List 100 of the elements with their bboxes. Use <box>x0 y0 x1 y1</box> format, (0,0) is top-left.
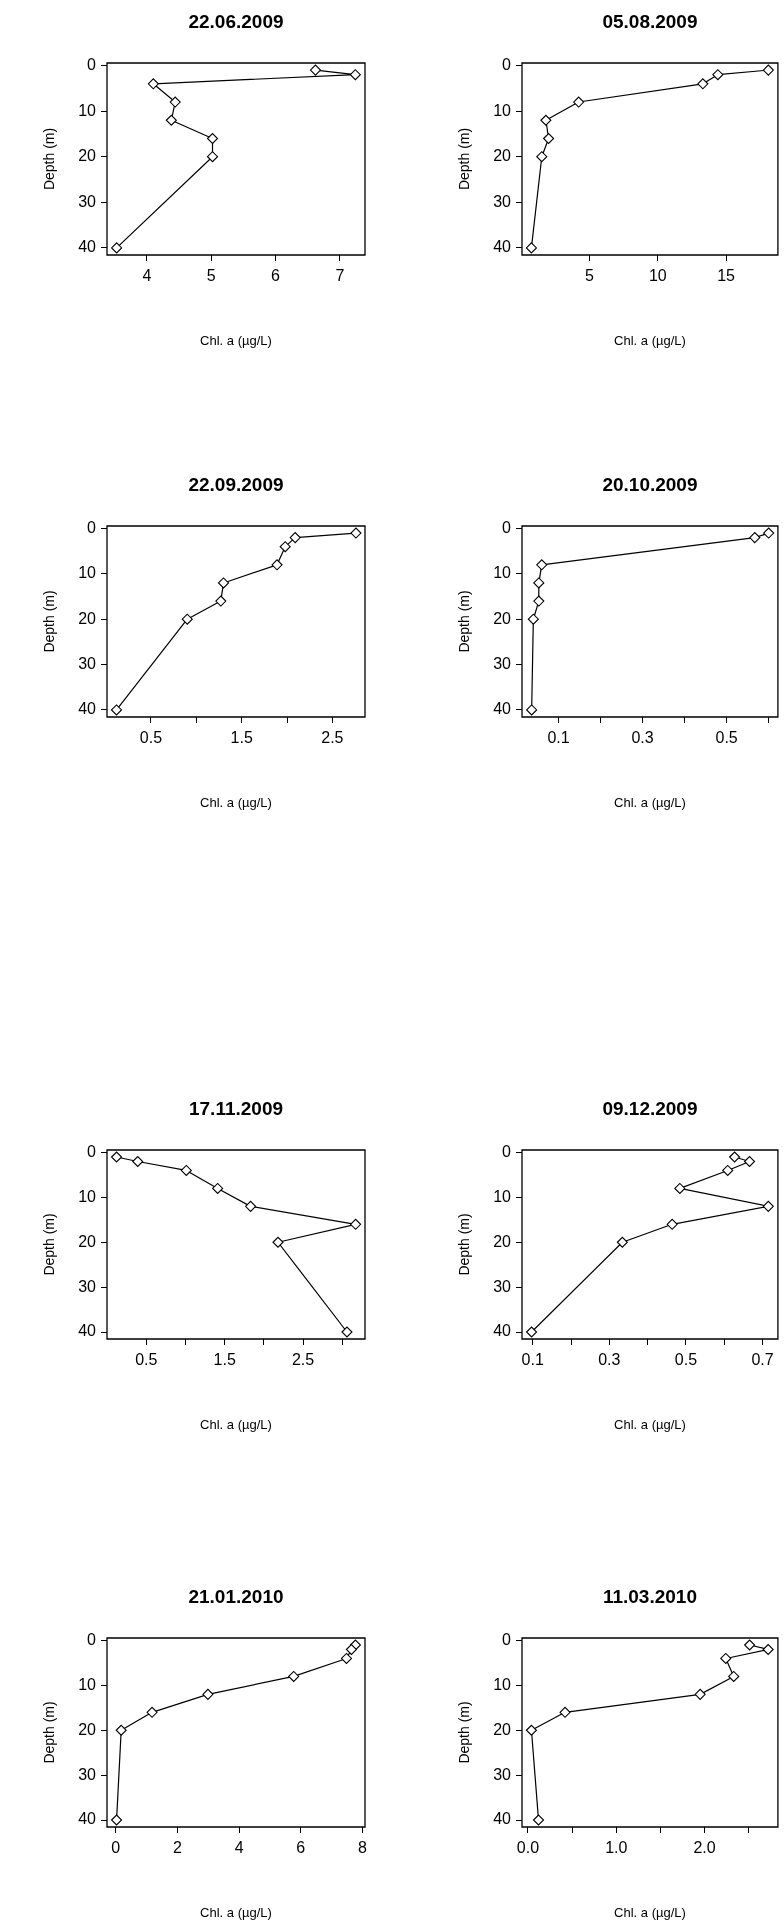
y-tick-label: 10 <box>78 1675 97 1693</box>
point <box>206 151 219 163</box>
point <box>350 1218 362 1230</box>
chart-title: 17.11.2009 <box>188 1098 284 1120</box>
x-tick-label: 10 <box>648 267 667 285</box>
x-tick-label: 2.5 <box>291 1351 315 1369</box>
y-tick-label: 30 <box>78 654 97 672</box>
y-tick-label: 0 <box>87 55 97 73</box>
point <box>543 132 555 145</box>
point <box>762 1200 774 1212</box>
point <box>559 1706 571 1718</box>
y-tick-label: 40 <box>78 1810 97 1828</box>
point <box>533 577 545 589</box>
y-axis-title: Depth (m) <box>456 1213 473 1276</box>
y-tick-label: 40 <box>78 238 97 256</box>
point <box>132 1155 144 1168</box>
point <box>536 559 548 571</box>
point <box>744 1639 756 1651</box>
y-tick-label: 20 <box>78 1232 97 1250</box>
point <box>694 1688 706 1700</box>
y-tick-label: 30 <box>78 192 97 210</box>
point <box>349 69 361 81</box>
x-tick-label: 4 <box>234 1839 244 1857</box>
x-tick-label: 0.1 <box>521 1351 544 1369</box>
y-tick-label: 10 <box>493 101 512 119</box>
x-tick-label: 0.5 <box>139 729 163 747</box>
point <box>762 64 774 76</box>
y-tick-label: 40 <box>493 1322 512 1340</box>
point <box>525 1724 537 1736</box>
x-tick-label: 8 <box>358 1839 368 1857</box>
point <box>215 595 227 607</box>
point <box>526 704 538 716</box>
y-tick-label: 30 <box>493 654 512 672</box>
point <box>271 559 283 571</box>
point <box>341 1326 353 1338</box>
y-tick-label: 30 <box>493 192 512 210</box>
x-tick-label: 0.5 <box>715 729 738 747</box>
point <box>527 613 539 625</box>
y-tick-label: 30 <box>493 1277 512 1295</box>
point <box>763 527 775 539</box>
x-tick-label: 15 <box>717 267 736 285</box>
chart-title: 21.01.2010 <box>188 1586 284 1608</box>
x-tick-label: 0.3 <box>598 1351 621 1369</box>
y-tick-label: 40 <box>78 700 97 718</box>
y-tick-label: 40 <box>493 700 512 718</box>
y-tick-label: 20 <box>493 147 512 165</box>
x-axis-title: Chl. a (µg/L) <box>200 1416 272 1432</box>
y-tick-label: 0 <box>502 1142 512 1160</box>
y-tick-label: 20 <box>493 1232 512 1250</box>
x-tick-label: 2.0 <box>693 1839 716 1857</box>
chart-title: 11.03.2010 <box>602 1586 697 1608</box>
point <box>169 96 181 108</box>
x-axis-title: Chl. a (µg/L) <box>614 1416 686 1432</box>
x-tick-label: 6 <box>296 1839 306 1857</box>
x-tick-label: 5 <box>585 267 595 285</box>
x-tick-label: 0.3 <box>631 729 654 747</box>
y-tick-label: 0 <box>87 518 97 536</box>
point <box>744 1155 756 1168</box>
point <box>147 78 159 90</box>
point <box>245 1200 257 1212</box>
x-axis-title: Chl. a (µg/L) <box>614 1904 686 1920</box>
point <box>165 114 177 126</box>
point <box>729 1151 741 1163</box>
y-tick-label: 20 <box>78 609 97 627</box>
x-tick-label: 1.5 <box>213 1351 236 1369</box>
y-axis-title: Depth (m) <box>456 127 473 191</box>
point <box>749 532 761 544</box>
point <box>722 1164 734 1177</box>
point <box>536 151 548 163</box>
point <box>309 64 322 76</box>
x-axis-title: Chl. a (µg/L) <box>200 332 272 348</box>
y-tick-label: 20 <box>78 1720 97 1738</box>
y-axis-title: Depth (m) <box>456 1701 473 1764</box>
x-tick-label: 6 <box>271 267 281 285</box>
point <box>111 242 123 254</box>
point <box>279 541 291 553</box>
point <box>350 527 362 539</box>
y-tick-label: 30 <box>78 1765 97 1783</box>
point <box>712 69 724 81</box>
x-tick-label: 0.5 <box>135 1351 158 1369</box>
point <box>674 1182 686 1194</box>
chart-title: 22.09.2009 <box>188 474 284 496</box>
point <box>111 1151 123 1163</box>
point <box>289 532 301 544</box>
x-tick-label: 0.5 <box>674 1351 698 1369</box>
y-tick-label: 10 <box>493 564 512 582</box>
point <box>666 1218 678 1230</box>
x-tick-label: 0.7 <box>751 1351 774 1369</box>
y-tick-label: 10 <box>78 1187 97 1205</box>
x-tick-label: 2 <box>172 1839 182 1857</box>
x-axis-title: Chl. a (µg/L) <box>614 794 686 810</box>
y-axis-title: Depth (m) <box>41 1213 58 1276</box>
point <box>212 1182 224 1194</box>
point <box>525 242 537 254</box>
point <box>720 1652 732 1665</box>
point <box>540 114 552 126</box>
y-axis-title: Depth (m) <box>41 590 58 653</box>
x-axis-title: Chl. a (µg/L) <box>200 1904 272 1920</box>
y-tick-label: 30 <box>78 1277 97 1295</box>
y-tick-label: 10 <box>78 101 97 119</box>
